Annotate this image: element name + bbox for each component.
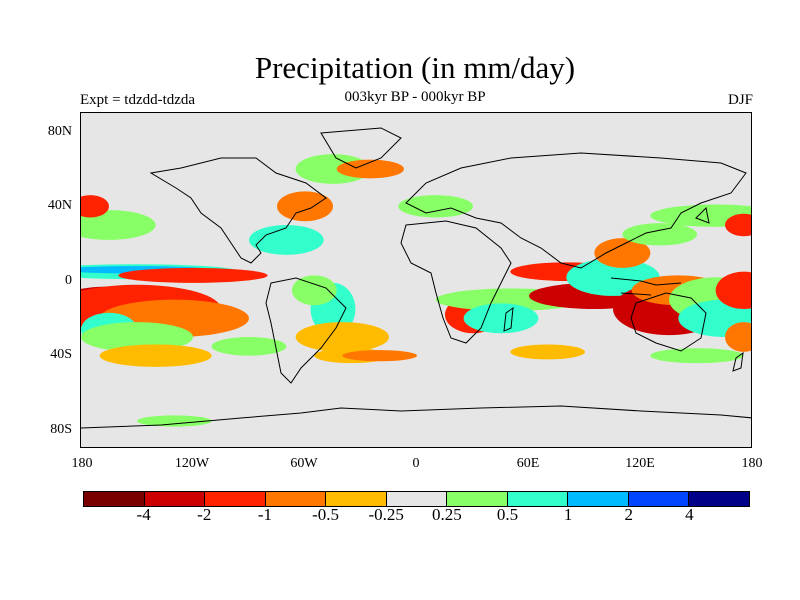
colorbar (83, 491, 750, 507)
lat-label-80s: 80S (50, 422, 72, 437)
anomaly-patch-10 (81, 195, 109, 218)
anomaly-patch-34 (725, 213, 751, 237)
colorbar-swatch-9 (628, 492, 690, 506)
lat-label-40s: 40S (50, 347, 72, 362)
colorbar-swatch-5 (386, 492, 448, 506)
coastline-australia (630, 292, 707, 352)
lon-label-180w: 180 (71, 456, 93, 471)
colorbar-label-9: 4 (685, 505, 694, 524)
colorbar-swatch-1 (144, 492, 206, 506)
colorbar-swatch-3 (265, 492, 327, 506)
colorbar-label-3: -0.5 (312, 505, 339, 524)
colorbar-label-0: -4 (136, 505, 151, 524)
anomaly-patch-18 (336, 159, 404, 179)
colorbar-label-8: 2 (624, 505, 633, 524)
anomaly-patch-40 (211, 337, 287, 356)
colorbar-label-7: 1 (563, 505, 573, 524)
lon-label-180e: 180 (741, 456, 763, 471)
anomaly-patch-14 (295, 322, 389, 352)
colorbar-swatch-7 (507, 492, 569, 506)
lon-label-0: 0 (412, 456, 420, 471)
colorbar-swatch-8 (568, 492, 629, 506)
anomaly-patch-8 (81, 322, 193, 352)
colorbar-label-5: 0.25 (431, 505, 462, 524)
lon-label-60e: 60E (516, 456, 540, 471)
colorbar-swatch-0 (84, 492, 145, 506)
coastline-antarctica (81, 405, 751, 429)
colorbar-label-2: -1 (257, 505, 272, 524)
experiment-label: Expt = tdzdd-tdzda (80, 92, 196, 108)
colorbar-swatch-2 (205, 492, 266, 506)
coastline-greenland (320, 127, 402, 169)
coastline-indonesia (610, 277, 682, 296)
season-label: DJF (727, 92, 753, 108)
anomaly-patch-22 (463, 303, 539, 334)
coastlines (81, 127, 751, 429)
anomaly-patch-9 (81, 210, 156, 240)
map-canvas (81, 127, 751, 429)
anomaly-patch-37 (510, 344, 585, 360)
coastline-north-america (149, 157, 327, 264)
colorbar-swatch-4 (326, 492, 387, 506)
precipitation-map (80, 112, 752, 448)
lon-label-120w: 120W (174, 456, 210, 471)
anomaly-patch-32 (622, 223, 698, 246)
anomaly-patch-16 (277, 191, 333, 222)
colorbar-label-1: -2 (197, 505, 212, 524)
chart-title: Precipitation (in mm/day) (254, 50, 576, 85)
anomaly-patch-26 (594, 238, 651, 268)
anomaly-patch-31 (715, 271, 751, 309)
anomaly-patch-11 (99, 344, 212, 367)
anomaly-patch-36 (342, 350, 417, 362)
colorbar-label-4: -0.25 (368, 505, 404, 524)
anomaly-patch-19 (398, 195, 473, 218)
anomaly-patch-6 (118, 267, 268, 283)
anomaly-patch-39 (725, 322, 751, 352)
lat-label-80n: 80N (47, 124, 72, 139)
colorbar-swatch-10 (689, 492, 750, 506)
coastline-africa (400, 220, 512, 344)
anomaly-field (81, 154, 751, 427)
chart-subtitle: 003kyr BP - 000kyr BP (344, 89, 486, 105)
coastline-madagascar (503, 306, 514, 332)
coastline-south-america (265, 277, 347, 384)
lon-label-120e: 120E (625, 456, 655, 471)
coastline-japan (695, 206, 710, 224)
anomaly-patch-38 (650, 348, 744, 364)
lon-label-60w: 60W (290, 456, 318, 471)
lat-label-0: 0 (65, 273, 72, 288)
anomaly-patch-13 (291, 275, 337, 306)
anomaly-patch-15 (249, 225, 324, 255)
anomaly-patch-41 (137, 415, 212, 427)
lat-label-40n: 40N (47, 198, 72, 213)
coastline-new-zealand (732, 351, 744, 372)
coastline-eurasia (405, 152, 747, 269)
colorbar-swatch-6 (447, 492, 508, 506)
colorbar-label-6: 0.5 (496, 505, 519, 524)
